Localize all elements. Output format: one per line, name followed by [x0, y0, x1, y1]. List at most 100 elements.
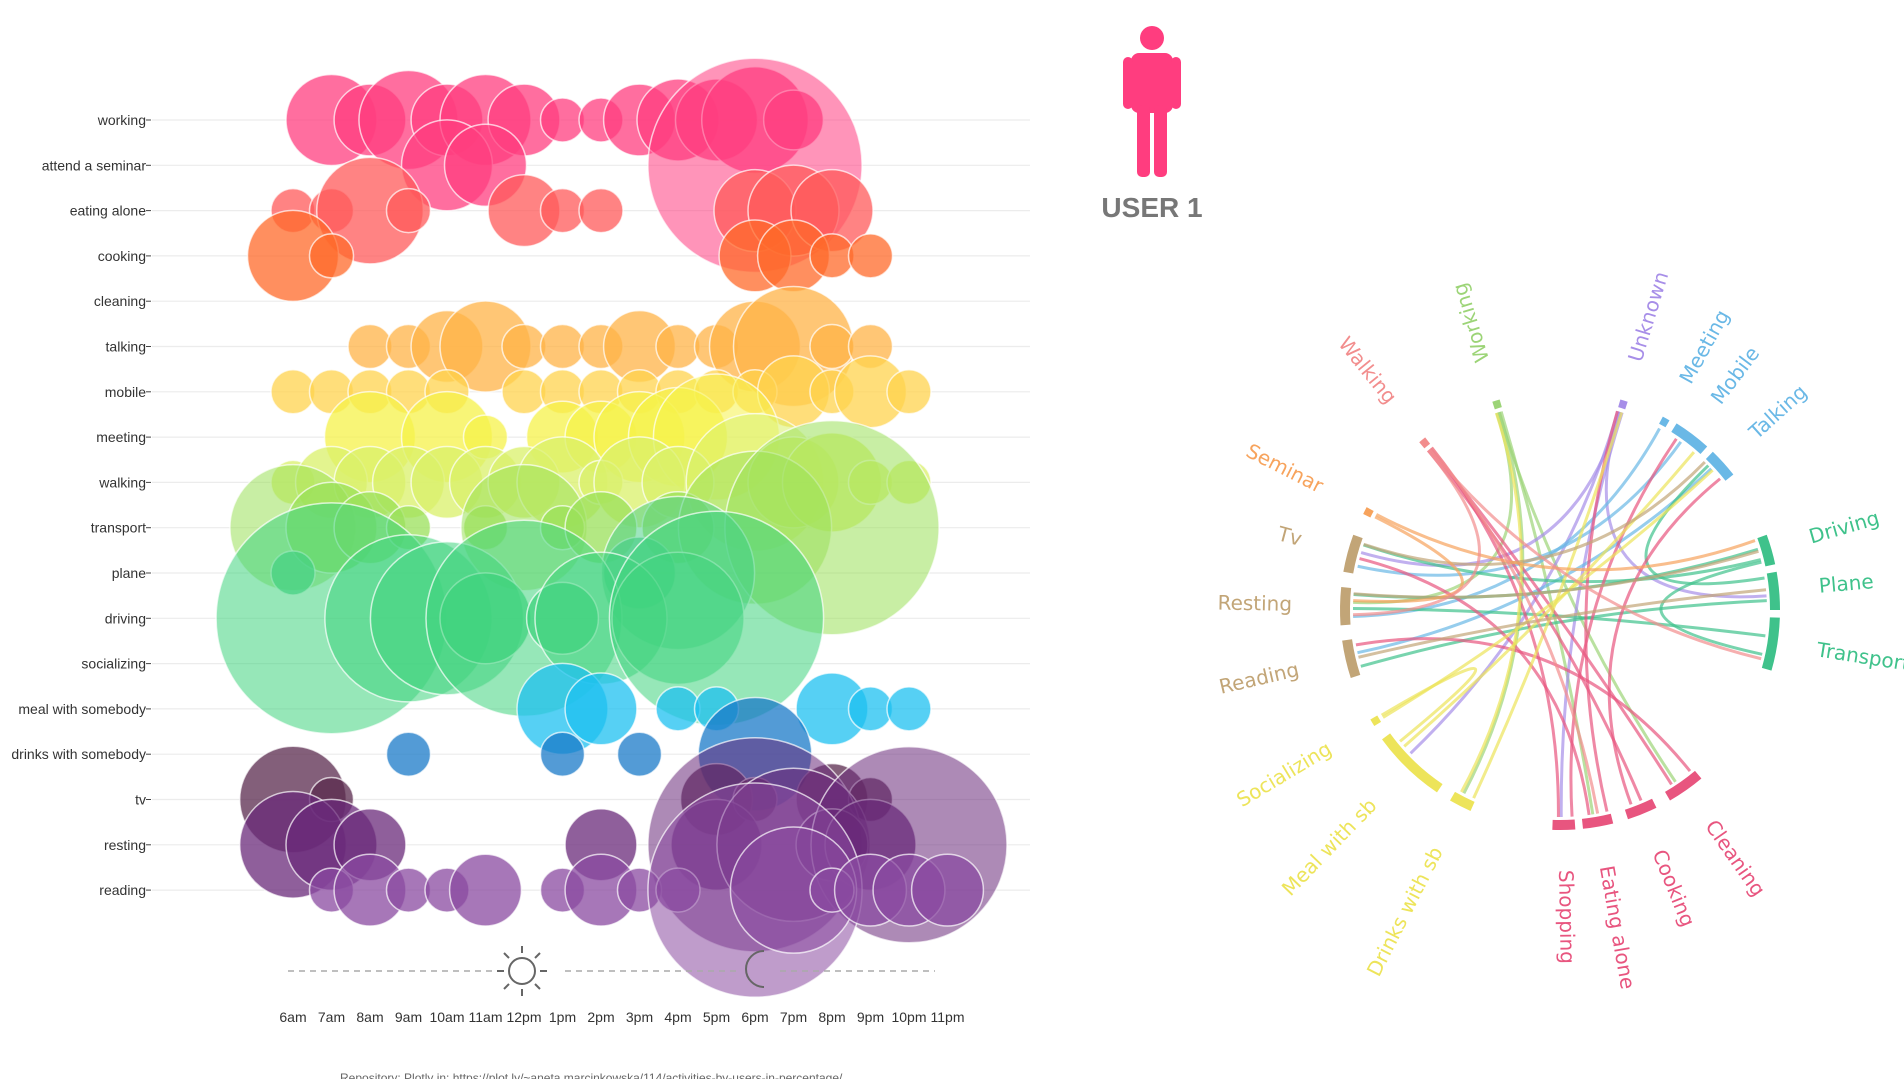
y-tick-label: meeting [96, 429, 146, 445]
bubble-point [578, 187, 624, 234]
chord-ribbon [1360, 411, 1622, 567]
chord-group-arc [1671, 423, 1708, 454]
chord-group-arc [1342, 639, 1361, 678]
bubble-point [847, 686, 894, 732]
chord-ribbon [1430, 446, 1560, 818]
y-tick-label: walking [98, 474, 146, 490]
chord-diagram: Working Unknown MeetingMobileTalkingDrivin… [1217, 269, 1904, 991]
moon-icon [745, 950, 765, 988]
chord-group-label: Walking [1334, 332, 1402, 408]
chord-ribbon [1569, 437, 1678, 817]
chord-ribbon [1362, 543, 1762, 584]
y-tick-label: transport [91, 520, 146, 536]
y-tick-label: talking [106, 339, 146, 355]
x-tick-label: 9am [395, 1009, 422, 1025]
chord-group-arc [1618, 399, 1628, 410]
chord-ribbon [1353, 427, 1661, 619]
bubble-point [564, 672, 638, 746]
chord-group-label: Resting [1217, 591, 1292, 616]
x-tick-label: 10pm [891, 1009, 926, 1025]
bubble-marks [215, 57, 1008, 998]
bubble-point [385, 867, 432, 913]
chord-ribbon [1382, 469, 1714, 719]
chord-group-arc [1382, 733, 1443, 793]
chord-group-arc [1419, 437, 1431, 449]
chord-group-label: Eating alone [1595, 864, 1640, 991]
x-tick-label: 9pm [857, 1009, 884, 1025]
source-footer: Repository: Plotly in: https://plot.ly/~… [340, 1071, 843, 1079]
chord-group-arc [1766, 571, 1780, 611]
chord-group-label: Seminar [1242, 439, 1328, 499]
bubble-point [655, 686, 701, 732]
x-tick-label: 8am [356, 1009, 383, 1025]
bubble-point [347, 323, 393, 370]
chord-ribbon [1472, 411, 1624, 799]
chord-ribbon [1359, 557, 1591, 816]
chord-group-arc [1581, 813, 1614, 829]
chord-ribbon [1353, 515, 1464, 603]
chord-ribbon [1460, 412, 1523, 793]
chord-group-arc [1343, 534, 1363, 574]
y-tick-label: working [97, 112, 146, 128]
x-tick-label: 10am [429, 1009, 464, 1025]
y-tick-label: mobile [105, 384, 146, 400]
x-tick-label: 1pm [549, 1009, 576, 1025]
bubble-point [448, 853, 523, 927]
bubble-x-labels: 6am 7am 8am 9am 10am 11am 12pm 1pm 2pm 3pm 4pm 5pm 6… [279, 1009, 964, 1025]
chord-group-arc [1340, 587, 1352, 626]
chord-ribbon [1559, 412, 1624, 818]
bubble-point [539, 187, 586, 234]
chord-ribbon [1353, 449, 1481, 617]
chord-group-label: Socializing [1232, 736, 1335, 811]
chord-arcs [1340, 399, 1780, 830]
chord-group-label: Cleaning [1701, 815, 1771, 901]
chord-group-label: Reading [1217, 657, 1302, 699]
bubble-point [616, 731, 663, 777]
day-night-timeline [288, 946, 935, 996]
chord-group-label: Talking [1743, 380, 1811, 445]
y-tick-label: socializing [81, 656, 146, 672]
chord-ribbon [1375, 513, 1756, 572]
x-tick-label: 11am [469, 1009, 503, 1025]
sun-icon [497, 946, 547, 996]
bubble-point [809, 233, 855, 279]
bubble-point [539, 731, 586, 777]
chord-group-arc [1450, 791, 1475, 811]
bubble-point [539, 323, 586, 370]
bubble-point [886, 369, 932, 415]
y-tick-label: meal with somebody [18, 701, 146, 717]
chord-group-label: Plane [1818, 569, 1875, 598]
chord-group-label: Unknown [1623, 269, 1673, 365]
chord-group-label: Transport [1814, 637, 1904, 676]
y-tick-label: attend a seminar [42, 157, 147, 173]
y-tick-label: cooking [98, 248, 146, 264]
bubble-point [385, 187, 432, 234]
bubble-chart: working attend a seminar eating alone cooki… [11, 57, 1030, 1025]
chord-labels: Working Unknown MeetingMobileTalkingDrivin… [1217, 269, 1904, 991]
y-tick-label: resting [104, 837, 146, 853]
x-tick-label: 7am [318, 1009, 345, 1025]
chord-group-label: Working [1447, 280, 1494, 365]
bubble-y-labels: working attend a seminar eating alone cooki… [11, 112, 151, 898]
x-tick-label: 8pm [818, 1009, 845, 1025]
bubble-point [501, 323, 547, 370]
chord-ribbon [1353, 549, 1759, 599]
chord-group-arc [1664, 770, 1702, 801]
bubble-point [886, 686, 932, 732]
bubble-point [539, 97, 586, 143]
y-tick-label: tv [135, 792, 146, 808]
chord-group-arc [1705, 451, 1734, 481]
chord-ribbon [1430, 446, 1600, 814]
x-tick-label: 6pm [741, 1009, 768, 1025]
x-tick-label: 5pm [703, 1009, 730, 1025]
bubble-point [809, 323, 855, 370]
chord-group-label: Shopping [1554, 870, 1580, 964]
y-tick-label: reading [99, 882, 146, 898]
user-label: USER 1 [1101, 192, 1202, 223]
chord-group-label: Drinks with sb [1362, 843, 1448, 981]
x-tick-label: 12pm [506, 1009, 541, 1025]
x-tick-label: 3pm [626, 1009, 653, 1025]
chord-ribbon [1363, 461, 1706, 567]
chord-ribbon [1428, 448, 1762, 661]
